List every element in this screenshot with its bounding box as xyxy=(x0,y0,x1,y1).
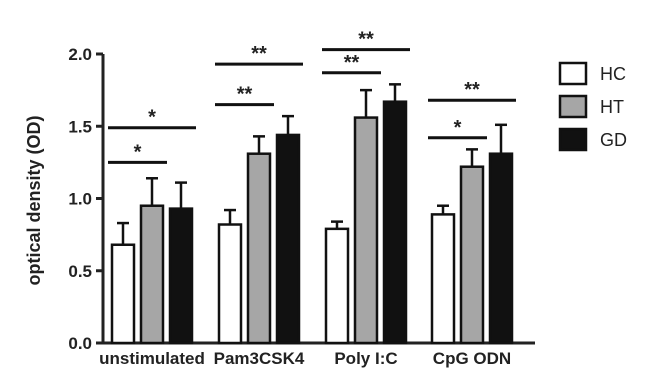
y-tick-label: 0.5 xyxy=(68,262,92,281)
x-category-label: unstimulated xyxy=(99,349,205,368)
significance-label: * xyxy=(454,117,462,139)
significance-label: ** xyxy=(464,79,480,101)
significance-label: ** xyxy=(344,52,360,74)
significance-annotations: ****** ******* xyxy=(108,29,516,164)
significance-label: ** xyxy=(237,84,253,106)
x-category-label: Poly I:C xyxy=(334,349,397,368)
x-category-label: CpG ODN xyxy=(433,349,511,368)
legend-label-ht: HT xyxy=(600,97,624,117)
legend-label-hc: HC xyxy=(600,64,626,84)
bar-hc xyxy=(324,227,350,345)
significance-label: ** xyxy=(358,29,374,51)
y-tick-label: 1.5 xyxy=(68,117,92,136)
bar-ht xyxy=(139,204,165,345)
bar-gd xyxy=(382,100,408,345)
bar-hc xyxy=(110,243,136,345)
y-tick-label: 2.0 xyxy=(68,45,92,64)
axes: 0.0 0.5 1.0 1.5 2.0 optical density (OD) unsti… xyxy=(24,45,535,368)
bars xyxy=(110,83,514,345)
bar-ht xyxy=(459,165,485,345)
x-category-label: Pam3CSK4 xyxy=(214,349,305,368)
significance-label: * xyxy=(148,107,156,129)
bar-ht xyxy=(246,152,272,345)
significance-label: ** xyxy=(251,43,267,65)
bar-gd xyxy=(488,152,514,345)
bar-gd xyxy=(168,207,194,345)
bar-hc xyxy=(430,213,456,345)
bar-hc xyxy=(217,223,243,345)
y-tick-label: 0.0 xyxy=(68,334,92,353)
y-axis-title: optical density (OD) xyxy=(24,115,44,285)
legend-swatch-hc xyxy=(558,61,588,86)
significance-label: * xyxy=(134,141,142,163)
legend-swatch-ht xyxy=(558,94,588,119)
bar-gd xyxy=(275,133,301,345)
legend: HC HT GD xyxy=(558,61,627,152)
bar-ht xyxy=(353,116,379,345)
legend-swatch-gd xyxy=(558,127,588,152)
legend-label-gd: GD xyxy=(600,130,627,150)
y-tick-label: 1.0 xyxy=(68,190,92,209)
